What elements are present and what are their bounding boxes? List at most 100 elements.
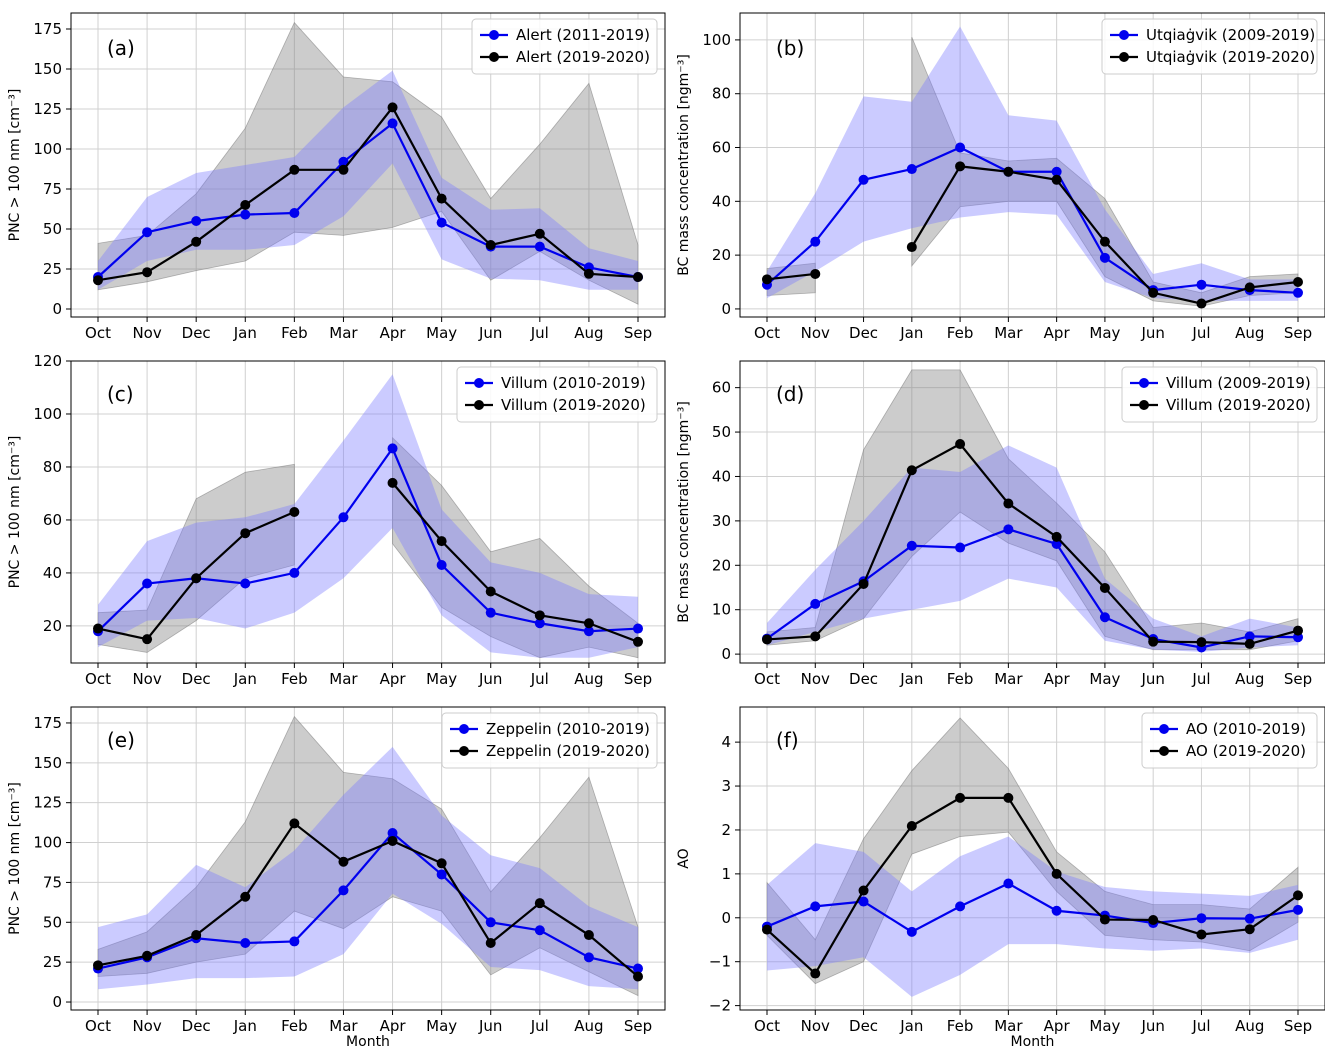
y-tick-label: −2	[709, 997, 731, 1015]
x-tick-label: Jun	[478, 670, 502, 688]
x-axis-label: Month	[346, 1034, 390, 1048]
data-point-series-1	[810, 598, 821, 609]
confidence-band-series-2	[766, 717, 1299, 985]
y-tick-label: 125	[33, 794, 62, 812]
data-point-series-2	[289, 164, 300, 175]
y-tick-label: 3	[721, 777, 731, 795]
x-tick-label: Sep	[1284, 670, 1312, 688]
y-tick-label: 80	[712, 85, 731, 103]
data-point-series-2	[142, 267, 153, 278]
x-axis-label: Month	[1011, 1034, 1055, 1048]
legend-swatch-marker	[489, 52, 499, 62]
x-tick-label: Nov	[132, 670, 161, 688]
x-tick-label: Jul	[1191, 324, 1210, 342]
y-axis-label: BC mass concentration [ngm⁻³]	[676, 401, 692, 623]
x-tick-label: Apr	[1044, 1017, 1071, 1035]
x-tick-label: Aug	[1235, 670, 1264, 688]
data-point-series-2	[633, 272, 643, 282]
data-point-series-2	[1148, 287, 1159, 298]
data-point-series-1	[289, 208, 300, 218]
axes-frame	[739, 360, 1325, 664]
legend-entry: Alert (2011-2019)	[516, 26, 650, 44]
x-tick-label: Dec	[182, 1017, 211, 1035]
data-point-series-2	[955, 792, 966, 803]
legend-swatch-marker	[1119, 30, 1129, 40]
y-tick-label: 75	[43, 873, 62, 891]
x-tick-label: Jul	[530, 670, 549, 688]
y-axis-label: PNC > 100 nm [cm⁻³]	[7, 89, 23, 242]
chart-panel-4: Oct Nov Dec Jan Feb Mar Apr May Jun Jul Aug Sep 0 10 2…	[676, 360, 1325, 688]
data-point-series-2	[906, 465, 917, 476]
legend-swatch-marker	[1139, 378, 1149, 388]
x-tick-label: Sep	[624, 324, 652, 342]
legend-swatch-marker	[474, 400, 484, 410]
data-point-series-2	[387, 477, 398, 488]
data-point-series-2	[1051, 174, 1062, 185]
data-point-series-2	[762, 924, 772, 935]
chart-panel-1: Oct Nov Dec Jan Feb Mar Apr May Jun Jul Aug Sep 0 25 5…	[7, 12, 666, 342]
x-tick-label: Jul	[530, 324, 549, 342]
legend-entry: Utqiaġvik (2019-2020)	[1146, 48, 1315, 66]
data-point-series-2	[191, 930, 202, 941]
x-tick-label: Nov	[801, 1017, 830, 1035]
chart-panel-6: Oct Nov Dec Jan Feb Mar Apr May Jun Jul Aug Sep −2 −1…	[676, 706, 1325, 1048]
axes-frame	[739, 12, 1325, 318]
x-tick-label: Apr	[1044, 670, 1071, 688]
data-point-series-2	[485, 240, 496, 250]
data-point-series-1	[955, 901, 966, 912]
data-point-series-2	[1293, 277, 1303, 288]
data-point-series-1	[240, 938, 251, 949]
data-point-series-1	[338, 512, 349, 523]
x-tick-label: Nov	[132, 324, 161, 342]
x-tick-label: Jul	[530, 1017, 549, 1035]
data-point-series-2	[955, 161, 966, 172]
y-tick-label: −1	[709, 953, 731, 971]
data-point-series-2	[289, 507, 300, 517]
data-point-series-2	[93, 960, 103, 971]
data-point-series-1	[858, 174, 869, 185]
x-tick-label: Oct	[85, 1017, 111, 1035]
legend: Zeppelin (2010-2019) Zeppelin (2019-2020)	[441, 712, 658, 769]
panel-label: (c)	[107, 382, 134, 406]
x-tick-label: Jan	[899, 670, 923, 688]
data-point-series-2	[858, 885, 869, 896]
data-point-series-1	[240, 209, 251, 220]
x-tick-label: Feb	[281, 670, 308, 688]
data-point-series-1	[436, 217, 447, 228]
legend-entry: Villum (2019-2020)	[501, 396, 646, 414]
data-point-series-2	[240, 891, 251, 902]
series-line-1	[766, 528, 1299, 649]
legend: Villum (2010-2019) Villum (2019-2020)	[456, 366, 658, 423]
data-point-series-2	[436, 536, 447, 547]
y-tick-label: 100	[702, 31, 731, 49]
x-tick-label: Jan	[899, 324, 923, 342]
data-point-series-2	[240, 200, 251, 210]
data-point-series-1	[906, 164, 917, 175]
data-point-series-2	[1099, 582, 1110, 593]
data-point-series-1	[906, 540, 917, 551]
data-point-series-2	[583, 930, 594, 941]
legend: Utqiaġvik (2009-2019) Utqiaġvik (2019-202…	[1101, 18, 1318, 75]
axes-frame	[70, 360, 666, 664]
y-tick-label: 25	[43, 260, 62, 278]
x-tick-label: May	[1089, 324, 1120, 342]
legend: Villum (2009-2019) Villum (2019-2020)	[1121, 366, 1318, 423]
data-point-series-2	[93, 623, 103, 634]
data-point-series-2	[485, 938, 496, 949]
data-point-series-1	[1003, 878, 1014, 889]
legend-entry: Utqiaġvik (2009-2019)	[1146, 26, 1315, 44]
axes-frame	[70, 706, 666, 1011]
x-tick-label: Feb	[947, 670, 974, 688]
y-tick-label: 100	[33, 140, 62, 158]
x-tick-label: Dec	[849, 670, 878, 688]
data-point-series-2	[583, 268, 594, 279]
data-point-series-2	[762, 634, 772, 645]
data-point-series-1	[633, 963, 643, 974]
x-tick-label: Jun	[478, 1017, 502, 1035]
legend-box	[441, 712, 658, 769]
data-point-series-2	[485, 586, 496, 597]
x-tick-label: May	[1089, 1017, 1120, 1035]
y-tick-label: 120	[33, 352, 62, 370]
y-tick-label: 50	[43, 913, 62, 931]
x-tick-label: Mar	[329, 1017, 358, 1035]
